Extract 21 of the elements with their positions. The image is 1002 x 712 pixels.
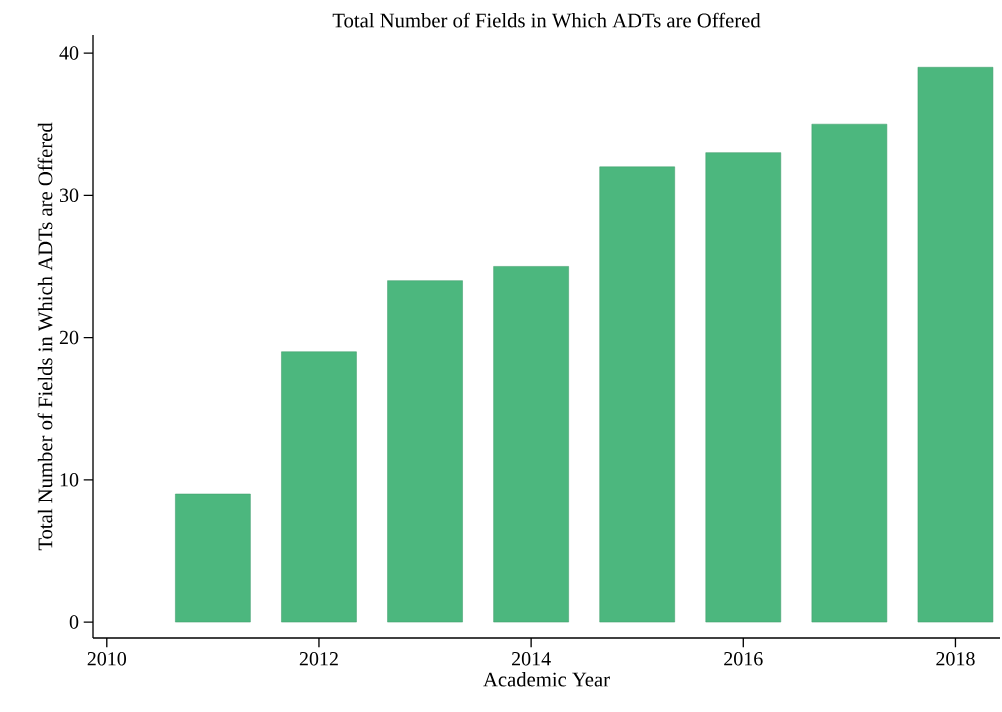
x-tick-label: 2012 (299, 652, 338, 666)
bar (387, 280, 463, 623)
bar (175, 493, 251, 623)
y-axis-title: Total Number of Fields in Which ADTs are Offered (37, 122, 53, 551)
bar (599, 166, 675, 623)
chart-title: Total Number of Fields in Which ADTs are Offered (332, 12, 761, 28)
y-tick-label: 0 (69, 615, 79, 629)
y-tick-label: 40 (59, 46, 79, 60)
x-axis-title: Academic Year (483, 672, 610, 687)
bar (281, 351, 357, 623)
x-tick-label: 2018 (936, 652, 975, 666)
bar (705, 152, 782, 623)
x-tick-label: 2014 (512, 652, 551, 666)
y-tick-label: 30 (59, 188, 79, 203)
x-tick-label: 2016 (724, 652, 763, 666)
y-tick-label: 10 (60, 473, 79, 487)
bar (917, 67, 994, 623)
bar (811, 123, 888, 623)
x-tick-label: 2010 (87, 652, 127, 666)
y-tick-label: 20 (59, 330, 79, 345)
bar (493, 266, 569, 623)
